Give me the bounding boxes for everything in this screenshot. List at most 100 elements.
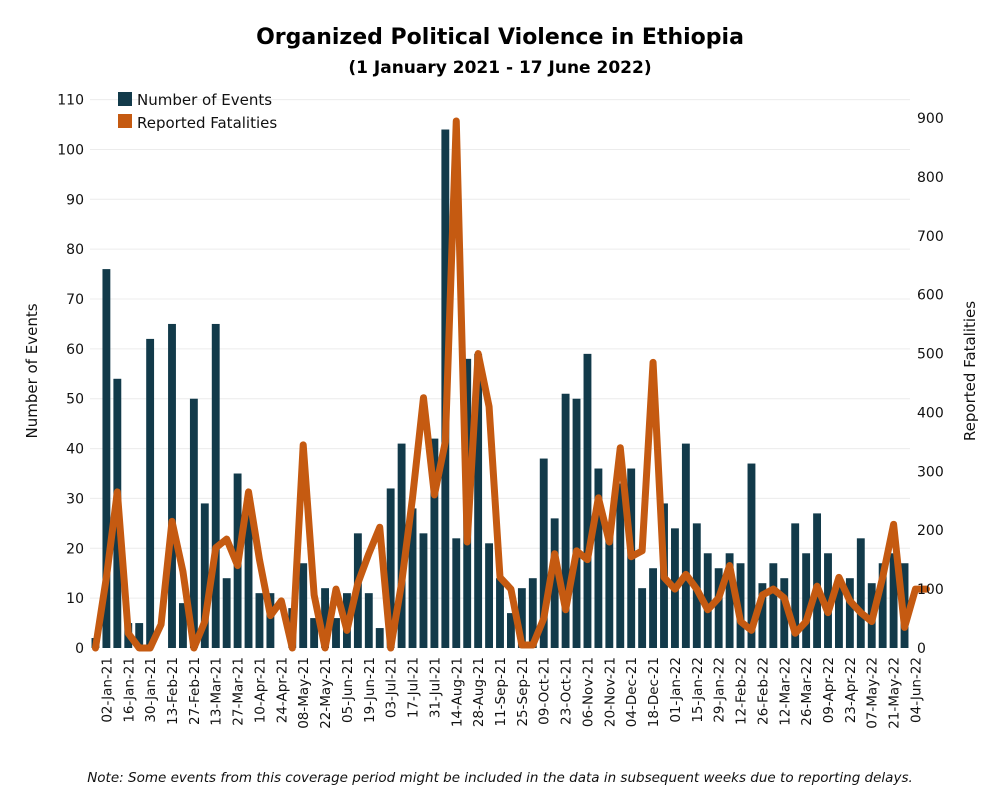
event-bar: [703, 553, 712, 648]
y-tick-label-left: 20: [66, 541, 84, 557]
legend-label-fatalities: Reported Fatalities: [137, 114, 277, 132]
event-bar: [375, 628, 384, 648]
event-bar: [485, 543, 494, 648]
y-axis-right: 0 100 200 300 400 500 600 700 800 900: [917, 111, 944, 657]
y-tick-label-right: 300: [917, 464, 944, 480]
x-tick-label: 06-Nov-21: [580, 657, 596, 727]
x-tick-label: 26-Mar-22: [799, 657, 815, 726]
event-bar: [834, 583, 843, 648]
event-bar: [419, 533, 428, 648]
event-bar: [769, 563, 778, 648]
y-tick-label-right: 100: [917, 582, 944, 598]
event-bar: [561, 393, 570, 648]
y-tick-label-right: 500: [917, 347, 944, 363]
y-axis-label-right: Reported Fatalities: [961, 301, 979, 441]
x-tick-label: 20-Nov-21: [602, 657, 618, 727]
event-bar: [813, 513, 822, 648]
legend-swatch-fatalities: [118, 114, 132, 128]
x-tick-label: 24-Apr-21: [274, 657, 290, 723]
x-tick-label: 03-Jul-21: [384, 657, 400, 718]
x-tick-label: 12-Feb-22: [734, 657, 750, 725]
event-bar: [332, 618, 340, 648]
event-bar: [200, 503, 209, 648]
event-bar: [222, 578, 231, 648]
x-tick-label: 09-Oct-21: [537, 657, 553, 725]
x-tick-label: 04-Jun-22: [908, 657, 924, 723]
event-bar: [506, 613, 515, 648]
event-bar: [430, 438, 439, 648]
x-tick-label: 26-Feb-22: [755, 657, 771, 725]
y-axis-left: 0 10 20 30 40 50 60 70 80 90 100 110: [57, 93, 84, 657]
event-bar: [605, 528, 614, 648]
event-bar: [266, 593, 275, 648]
y-tick-label-right: 600: [917, 288, 944, 304]
event-bar: [550, 518, 559, 648]
event-bar: [321, 588, 330, 648]
x-tick-label: 18-Dec-21: [646, 657, 662, 727]
event-bar: [725, 553, 734, 648]
y-tick-label-right: 800: [917, 170, 944, 186]
event-bar: [889, 553, 898, 648]
legend: Number of Events Reported Fatalities: [118, 91, 277, 132]
event-bar: [616, 483, 625, 648]
event-bar: [189, 398, 198, 648]
x-tick-label: 02-Jan-21: [99, 657, 115, 723]
event-bar: [397, 443, 406, 648]
event-bar: [856, 538, 865, 648]
x-tick-label: 08-May-21: [296, 657, 312, 729]
event-bar: [135, 623, 144, 648]
chart-subtitle: (1 January 2021 - 17 June 2022): [348, 58, 651, 78]
legend-swatch-events: [118, 92, 132, 106]
event-bar: [496, 578, 504, 648]
event-bar: [452, 538, 461, 648]
x-tick-label: 16-Jan-21: [121, 657, 137, 723]
x-tick-label: 28-Aug-21: [471, 657, 487, 727]
event-bar: [168, 323, 176, 648]
y-tick-label-right: 700: [917, 229, 944, 245]
event-bar: [244, 498, 253, 648]
event-bar: [594, 468, 603, 648]
y-tick-label-left: 70: [66, 292, 84, 308]
y-tick-label-left: 90: [66, 192, 84, 208]
x-tick-label: 22-May-21: [318, 657, 334, 729]
event-bar: [649, 568, 658, 648]
event-bar: [824, 553, 832, 648]
y-tick-label-left: 10: [66, 591, 84, 607]
y-tick-label-left: 40: [66, 442, 84, 458]
x-tick-label: 07-May-22: [865, 657, 881, 729]
y-tick-label-left: 50: [66, 392, 84, 408]
event-bar: [528, 578, 537, 648]
chart-title: Organized Political Violence in Ethiopia: [256, 25, 744, 50]
x-tick-label: 27-Feb-21: [187, 657, 203, 725]
x-axis: 02-Jan-21 16-Jan-21 30-Jan-21 13-Feb-21 27-F…: [99, 657, 924, 729]
x-tick-label: 13-Feb-21: [165, 657, 181, 725]
y-tick-label-left: 0: [75, 641, 84, 657]
y-tick-label-right: 0: [917, 641, 926, 657]
y-tick-label-left: 30: [66, 491, 84, 507]
event-bar: [386, 488, 395, 648]
event-bar: [572, 398, 581, 648]
y-tick-label-left: 110: [57, 93, 84, 109]
event-bar: [845, 578, 854, 648]
event-bar: [146, 338, 155, 648]
event-bar: [878, 563, 887, 648]
x-tick-label: 25-Sep-21: [515, 657, 531, 727]
x-tick-label: 15-Jan-22: [690, 657, 706, 723]
x-tick-label: 10-Apr-21: [252, 657, 268, 723]
x-tick-label: 05-Jun-21: [340, 657, 356, 723]
x-tick-label: 27-Mar-21: [231, 657, 247, 726]
x-tick-label: 31-Jul-21: [427, 657, 443, 718]
x-tick-label: 14-Aug-21: [449, 657, 465, 727]
x-tick-label: 09-Apr-22: [821, 657, 837, 723]
event-bar: [255, 593, 264, 648]
event-bar: [747, 463, 756, 648]
x-tick-label: 23-Oct-21: [559, 657, 575, 725]
event-bar: [102, 269, 111, 648]
fatalities-line: [91, 117, 930, 652]
event-bar: [539, 458, 548, 648]
event-bar: [408, 508, 417, 648]
event-bar: [802, 553, 811, 648]
event-bar: [780, 578, 789, 648]
